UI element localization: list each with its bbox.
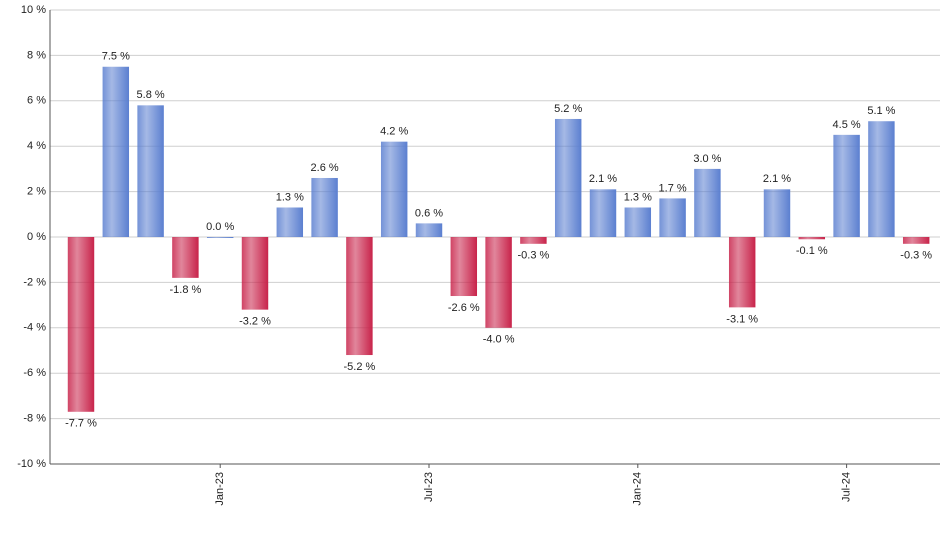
bar <box>415 223 443 237</box>
bar <box>554 118 582 237</box>
y-tick-label: -10 % <box>17 458 46 470</box>
bar <box>868 121 895 237</box>
data-label: -0.1 % <box>796 245 828 257</box>
x-tick-label: Jul-23 <box>423 472 435 502</box>
bar <box>206 237 234 238</box>
bar <box>659 198 686 237</box>
bar <box>450 237 478 297</box>
x-tick-label: Jan-23 <box>214 472 226 506</box>
bar <box>902 237 930 244</box>
data-label: -2.6 % <box>448 302 480 314</box>
bar <box>728 237 756 308</box>
y-tick-label: 6 % <box>27 95 46 107</box>
bar <box>172 237 199 278</box>
bar <box>276 207 304 237</box>
bar <box>380 141 408 237</box>
data-label: 5.2 % <box>554 103 582 115</box>
data-label: -3.2 % <box>239 316 271 328</box>
bar <box>346 237 373 356</box>
bar <box>763 189 791 237</box>
x-tick-label: Jul-24 <box>841 472 853 502</box>
data-label: 1.3 % <box>624 191 652 203</box>
data-label: 5.1 % <box>867 105 895 117</box>
bar <box>311 177 338 237</box>
bar <box>833 134 860 237</box>
bar <box>241 237 269 310</box>
data-label: -0.3 % <box>518 250 550 262</box>
bar <box>589 189 617 237</box>
data-label: -7.7 % <box>65 418 97 430</box>
bar <box>624 207 652 237</box>
data-label: 2.6 % <box>311 162 339 174</box>
y-tick-label: 2 % <box>27 186 46 198</box>
data-label: -5.2 % <box>344 361 376 373</box>
y-tick-label: 10 % <box>21 4 46 16</box>
data-label: 0.0 % <box>206 221 234 233</box>
y-tick-label: 8 % <box>27 49 46 61</box>
y-tick-label: 0 % <box>27 231 46 243</box>
bar <box>798 237 826 240</box>
bar <box>67 237 95 412</box>
data-label: 3.0 % <box>693 153 721 165</box>
bar <box>520 237 547 244</box>
y-tick-label: -4 % <box>23 322 46 334</box>
data-label: -3.1 % <box>726 313 758 325</box>
data-label: 1.7 % <box>659 182 687 194</box>
data-label: 4.5 % <box>833 119 861 131</box>
data-label: 1.3 % <box>276 191 304 203</box>
y-tick-label: 4 % <box>27 140 46 152</box>
data-label: 4.2 % <box>380 126 408 138</box>
y-tick-label: -2 % <box>23 276 46 288</box>
bar <box>137 105 164 237</box>
bar <box>485 237 512 328</box>
bar <box>694 168 721 237</box>
y-tick-label: -8 % <box>23 413 46 425</box>
bar <box>102 66 130 237</box>
data-label: 7.5 % <box>102 51 130 63</box>
data-label: 2.1 % <box>763 173 791 185</box>
x-tick-label: Jan-24 <box>632 472 644 506</box>
data-label: 2.1 % <box>589 173 617 185</box>
data-label: -1.8 % <box>170 284 202 296</box>
data-label: -0.3 % <box>900 250 932 262</box>
data-label: -4.0 % <box>483 334 515 346</box>
y-tick-label: -6 % <box>23 367 46 379</box>
data-label: 5.8 % <box>137 89 165 101</box>
data-label: 0.6 % <box>415 207 443 219</box>
